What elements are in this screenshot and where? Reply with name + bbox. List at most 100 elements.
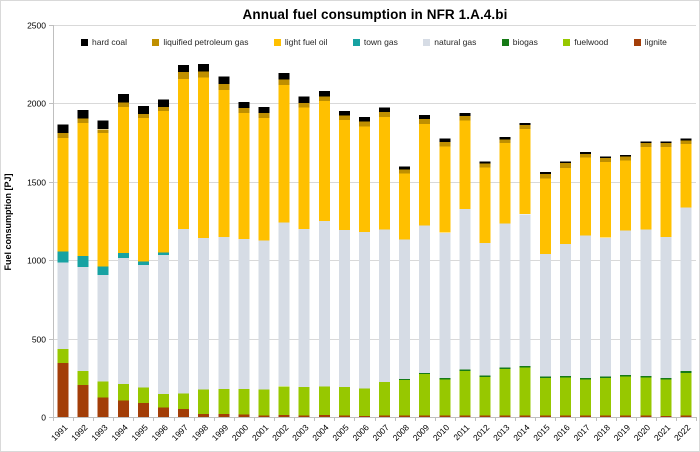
bar-segment-natural-gas <box>459 209 471 370</box>
x-tick-label: 2008 <box>391 422 412 443</box>
bar-segment-light-fuel-oil <box>680 144 692 208</box>
x-tick-label: 1994 <box>109 422 130 443</box>
legend-swatch-icon <box>423 38 431 46</box>
x-tick-label: 2022 <box>672 422 693 443</box>
bar-segment-hard-coal <box>499 137 511 140</box>
bar-2010 <box>439 138 451 417</box>
bar-segment-liquified-petroleum-gas <box>218 83 230 91</box>
bar-segment-biogas <box>439 378 451 380</box>
bar-segment-natural-gas <box>680 207 692 372</box>
legend-swatch-icon <box>81 38 88 46</box>
bar-segment-fuelwood <box>459 371 471 416</box>
bar-segment-liquified-petroleum-gas <box>238 108 250 113</box>
bar-segment-town-gas <box>57 251 69 263</box>
bar-segment-hard-coal <box>137 106 149 114</box>
legend-item-fuelwood: fuelwood <box>563 37 608 47</box>
bar-segment-biogas <box>660 378 672 380</box>
bar-segment-natural-gas <box>600 237 612 377</box>
bar-segment-liquified-petroleum-gas <box>57 133 69 138</box>
bar-segment-hard-coal <box>559 161 571 164</box>
bar-1995 <box>137 106 149 417</box>
bar-segment-lignite <box>439 415 451 417</box>
bar-segment-liquified-petroleum-gas <box>77 118 89 124</box>
bar-segment-lignite <box>379 415 390 417</box>
bar-2001 <box>258 106 270 417</box>
legend-item-light-fuel-oil: light fuel oil <box>273 37 327 47</box>
bar-segment-natural-gas <box>640 229 652 376</box>
bar-segment-biogas <box>499 367 511 370</box>
bar-2013 <box>499 137 511 417</box>
bar-segment-natural-gas <box>218 237 230 390</box>
bar-2012 <box>479 161 491 417</box>
bar-segment-light-fuel-oil <box>479 167 491 243</box>
bar-segment-light-fuel-oil <box>318 101 330 221</box>
bar-segment-natural-gas <box>178 228 190 394</box>
bar-segment-liquified-petroleum-gas <box>137 113 149 118</box>
bar-segment-light-fuel-oil <box>117 107 129 253</box>
bar-2000 <box>238 101 250 417</box>
legend-swatch-icon <box>501 38 509 46</box>
bar-segment-fuelwood <box>559 377 571 416</box>
bar-segment-fuelwood <box>318 386 330 416</box>
y-tick-label: 500 <box>32 335 46 345</box>
bar-segment-liquified-petroleum-gas <box>620 156 632 161</box>
bar-segment-liquified-petroleum-gas <box>519 125 531 130</box>
bar-segment-hard-coal <box>600 156 612 159</box>
bar-1996 <box>158 99 169 417</box>
x-tick-label: 2007 <box>371 422 392 443</box>
bar-segment-fuelwood <box>198 389 210 414</box>
x-tick-label: 2001 <box>250 422 271 443</box>
legend-item-liquified-petroleum-gas: liquified petroleum gas <box>152 37 248 47</box>
bar-segment-light-fuel-oil <box>539 178 551 254</box>
bar-segment-lignite <box>499 415 511 417</box>
bar-segment-lignite <box>479 415 491 417</box>
bar-segment-natural-gas <box>419 225 431 373</box>
bar-segment-town-gas <box>97 266 109 276</box>
bar-segment-light-fuel-oil <box>218 90 230 238</box>
bar-segment-lignite <box>680 415 692 417</box>
legend-swatch-icon <box>273 38 281 46</box>
bar-segment-fuelwood <box>419 374 431 416</box>
bar-segment-natural-gas <box>660 237 672 379</box>
bar-segment-light-fuel-oil <box>97 133 109 267</box>
chart-title: Annual fuel consumption in NFR 1.A.4.bi <box>242 7 508 22</box>
bar-segment-biogas <box>419 372 431 375</box>
bar-segment-natural-gas <box>258 240 270 390</box>
bar-segment-light-fuel-oil <box>640 147 652 230</box>
bar-segment-lignite <box>258 415 270 417</box>
bar-segment-lignite <box>660 415 672 417</box>
x-tick-label: 2002 <box>270 422 291 443</box>
bar-segment-light-fuel-oil <box>359 126 370 233</box>
bar-segment-fuelwood <box>539 378 551 416</box>
bar-segment-natural-gas <box>137 264 149 388</box>
bar-segment-lignite <box>600 415 612 417</box>
bar-segment-fuelwood <box>519 367 531 416</box>
bar-segment-liquified-petroleum-gas <box>97 129 109 134</box>
bar-segment-town-gas <box>117 252 129 258</box>
bar-segment-natural-gas <box>559 243 571 376</box>
bar-segment-natural-gas <box>318 221 330 387</box>
bar-segment-liquified-petroleum-gas <box>359 121 370 127</box>
bar-segment-liquified-petroleum-gas <box>559 163 571 168</box>
bar-segment-natural-gas <box>519 214 531 367</box>
bar-segment-liquified-petroleum-gas <box>499 139 511 144</box>
x-tick-label: 2010 <box>431 422 452 443</box>
x-tick-label: 1997 <box>170 422 191 443</box>
legend-label: lignite <box>644 37 667 47</box>
x-tick-label: 1992 <box>69 422 90 443</box>
x-tick-label: 1998 <box>190 422 211 443</box>
bar-segment-liquified-petroleum-gas <box>539 173 551 179</box>
x-tick-label: 2004 <box>310 422 331 443</box>
bar-segment-fuelwood <box>137 387 149 403</box>
bar-1998 <box>198 64 210 417</box>
bar-segment-lignite <box>419 415 431 417</box>
y-tick-label: 1500 <box>27 178 46 188</box>
bar-segment-fuelwood <box>580 379 591 416</box>
x-tick-label: 1993 <box>89 422 110 443</box>
bar-segment-lignite <box>77 384 89 417</box>
bar-2006 <box>359 116 370 417</box>
bar-segment-hard-coal <box>298 96 310 103</box>
bar-segment-natural-gas <box>379 229 390 382</box>
